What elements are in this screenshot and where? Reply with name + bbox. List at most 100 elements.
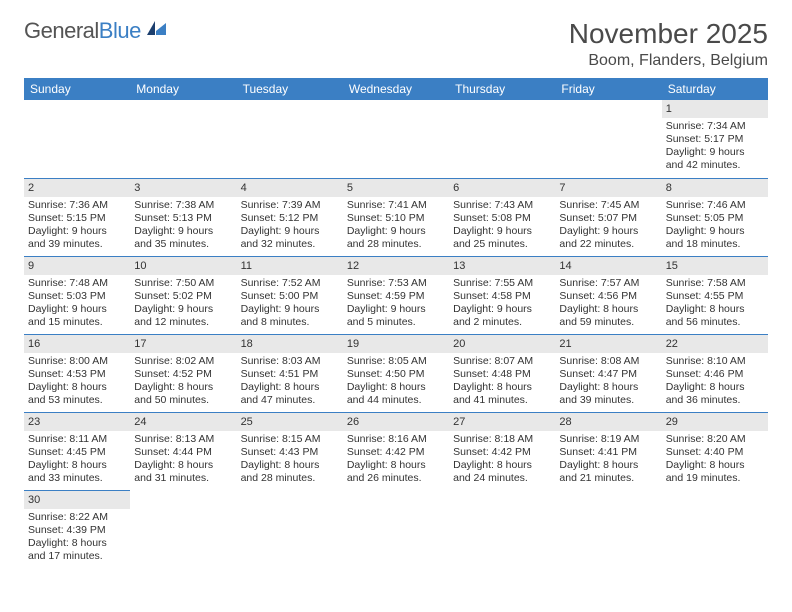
day-number: 23: [24, 413, 130, 431]
sunrise-text: Sunrise: 7:52 AM: [241, 277, 339, 290]
day-number: 8: [662, 179, 768, 197]
sunrise-text: Sunrise: 8:11 AM: [28, 433, 126, 446]
day-details: Sunrise: 8:15 AMSunset: 4:43 PMDaylight:…: [237, 431, 343, 487]
sunset-text: Sunset: 5:03 PM: [28, 290, 126, 303]
daylight-text: and 12 minutes.: [134, 316, 232, 329]
day-details: Sunrise: 7:53 AMSunset: 4:59 PMDaylight:…: [343, 275, 449, 331]
sunset-text: Sunset: 5:07 PM: [559, 212, 657, 225]
daylight-text: and 32 minutes.: [241, 238, 339, 251]
daylight-text: Daylight: 8 hours: [28, 537, 126, 550]
calendar-cell: 26Sunrise: 8:16 AMSunset: 4:42 PMDayligh…: [343, 412, 449, 490]
weekday-header: Wednesday: [343, 78, 449, 100]
daylight-text: Daylight: 8 hours: [559, 459, 657, 472]
calendar-cell: [555, 100, 661, 178]
day-details: Sunrise: 8:08 AMSunset: 4:47 PMDaylight:…: [555, 353, 661, 409]
day-details: Sunrise: 8:10 AMSunset: 4:46 PMDaylight:…: [662, 353, 768, 409]
sunrise-text: Sunrise: 8:03 AM: [241, 355, 339, 368]
daylight-text: and 44 minutes.: [347, 394, 445, 407]
calendar-cell: 14Sunrise: 7:57 AMSunset: 4:56 PMDayligh…: [555, 256, 661, 334]
day-details: Sunrise: 8:18 AMSunset: 4:42 PMDaylight:…: [449, 431, 555, 487]
day-number: 18: [237, 335, 343, 353]
sunset-text: Sunset: 4:48 PM: [453, 368, 551, 381]
calendar-cell: 4Sunrise: 7:39 AMSunset: 5:12 PMDaylight…: [237, 178, 343, 256]
day-details: Sunrise: 7:34 AMSunset: 5:17 PMDaylight:…: [662, 118, 768, 174]
daylight-text: Daylight: 8 hours: [453, 381, 551, 394]
sunset-text: Sunset: 4:40 PM: [666, 446, 764, 459]
calendar-cell: 6Sunrise: 7:43 AMSunset: 5:08 PMDaylight…: [449, 178, 555, 256]
sunset-text: Sunset: 4:39 PM: [28, 524, 126, 537]
daylight-text: Daylight: 9 hours: [347, 303, 445, 316]
day-details: Sunrise: 8:03 AMSunset: 4:51 PMDaylight:…: [237, 353, 343, 409]
day-details: Sunrise: 8:20 AMSunset: 4:40 PMDaylight:…: [662, 431, 768, 487]
calendar-cell: 12Sunrise: 7:53 AMSunset: 4:59 PMDayligh…: [343, 256, 449, 334]
day-number: 2: [24, 179, 130, 197]
calendar-cell: 24Sunrise: 8:13 AMSunset: 4:44 PMDayligh…: [130, 412, 236, 490]
sunrise-text: Sunrise: 7:39 AM: [241, 199, 339, 212]
daylight-text: and 56 minutes.: [666, 316, 764, 329]
sunrise-text: Sunrise: 7:48 AM: [28, 277, 126, 290]
weekday-header: Sunday: [24, 78, 130, 100]
calendar-row: 9Sunrise: 7:48 AMSunset: 5:03 PMDaylight…: [24, 256, 768, 334]
sunrise-text: Sunrise: 7:50 AM: [134, 277, 232, 290]
daylight-text: and 24 minutes.: [453, 472, 551, 485]
calendar-cell: 9Sunrise: 7:48 AMSunset: 5:03 PMDaylight…: [24, 256, 130, 334]
daylight-text: and 8 minutes.: [241, 316, 339, 329]
day-number: 28: [555, 413, 661, 431]
daylight-text: and 2 minutes.: [453, 316, 551, 329]
day-details: Sunrise: 8:05 AMSunset: 4:50 PMDaylight:…: [343, 353, 449, 409]
sunset-text: Sunset: 4:59 PM: [347, 290, 445, 303]
day-number: 24: [130, 413, 236, 431]
sunrise-text: Sunrise: 7:45 AM: [559, 199, 657, 212]
sunrise-text: Sunrise: 8:20 AM: [666, 433, 764, 446]
day-number: 16: [24, 335, 130, 353]
daylight-text: and 21 minutes.: [559, 472, 657, 485]
daylight-text: Daylight: 8 hours: [666, 381, 764, 394]
day-details: Sunrise: 8:13 AMSunset: 4:44 PMDaylight:…: [130, 431, 236, 487]
day-number: 22: [662, 335, 768, 353]
calendar-cell: 30Sunrise: 8:22 AMSunset: 4:39 PMDayligh…: [24, 490, 130, 568]
calendar-cell: 18Sunrise: 8:03 AMSunset: 4:51 PMDayligh…: [237, 334, 343, 412]
daylight-text: and 28 minutes.: [347, 238, 445, 251]
calendar-table: Sunday Monday Tuesday Wednesday Thursday…: [24, 78, 768, 568]
sunset-text: Sunset: 4:41 PM: [559, 446, 657, 459]
sunrise-text: Sunrise: 7:41 AM: [347, 199, 445, 212]
calendar-cell: 23Sunrise: 8:11 AMSunset: 4:45 PMDayligh…: [24, 412, 130, 490]
sunrise-text: Sunrise: 8:02 AM: [134, 355, 232, 368]
sunrise-text: Sunrise: 7:53 AM: [347, 277, 445, 290]
day-details: Sunrise: 7:57 AMSunset: 4:56 PMDaylight:…: [555, 275, 661, 331]
calendar-cell: 1Sunrise: 7:34 AMSunset: 5:17 PMDaylight…: [662, 100, 768, 178]
weekday-header-row: Sunday Monday Tuesday Wednesday Thursday…: [24, 78, 768, 100]
sunrise-text: Sunrise: 7:55 AM: [453, 277, 551, 290]
calendar-cell: 19Sunrise: 8:05 AMSunset: 4:50 PMDayligh…: [343, 334, 449, 412]
day-number: 5: [343, 179, 449, 197]
day-number: 17: [130, 335, 236, 353]
daylight-text: Daylight: 8 hours: [28, 381, 126, 394]
day-details: Sunrise: 7:39 AMSunset: 5:12 PMDaylight:…: [237, 197, 343, 253]
day-details: Sunrise: 8:22 AMSunset: 4:39 PMDaylight:…: [24, 509, 130, 565]
day-number: 19: [343, 335, 449, 353]
daylight-text: and 15 minutes.: [28, 316, 126, 329]
daylight-text: Daylight: 8 hours: [347, 459, 445, 472]
day-details: Sunrise: 8:19 AMSunset: 4:41 PMDaylight:…: [555, 431, 661, 487]
day-details: Sunrise: 8:07 AMSunset: 4:48 PMDaylight:…: [449, 353, 555, 409]
daylight-text: and 17 minutes.: [28, 550, 126, 563]
sunrise-text: Sunrise: 8:13 AM: [134, 433, 232, 446]
calendar-row: 30Sunrise: 8:22 AMSunset: 4:39 PMDayligh…: [24, 490, 768, 568]
calendar-cell: 27Sunrise: 8:18 AMSunset: 4:42 PMDayligh…: [449, 412, 555, 490]
calendar-cell: 25Sunrise: 8:15 AMSunset: 4:43 PMDayligh…: [237, 412, 343, 490]
daylight-text: Daylight: 9 hours: [28, 303, 126, 316]
daylight-text: Daylight: 9 hours: [559, 225, 657, 238]
calendar-cell: [343, 100, 449, 178]
day-number: 13: [449, 257, 555, 275]
day-number: 12: [343, 257, 449, 275]
daylight-text: Daylight: 8 hours: [666, 303, 764, 316]
daylight-text: and 36 minutes.: [666, 394, 764, 407]
sunset-text: Sunset: 4:56 PM: [559, 290, 657, 303]
day-number: 15: [662, 257, 768, 275]
day-number: 1: [662, 100, 768, 118]
day-number: 20: [449, 335, 555, 353]
calendar-cell: 2Sunrise: 7:36 AMSunset: 5:15 PMDaylight…: [24, 178, 130, 256]
daylight-text: and 22 minutes.: [559, 238, 657, 251]
sunset-text: Sunset: 4:42 PM: [347, 446, 445, 459]
daylight-text: and 5 minutes.: [347, 316, 445, 329]
